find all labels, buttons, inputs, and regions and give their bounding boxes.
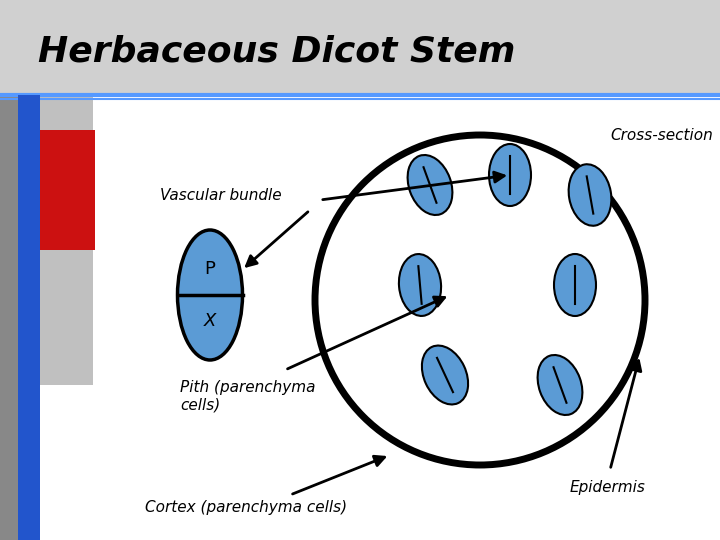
Bar xyxy=(18,95,93,385)
Bar xyxy=(0,0,720,95)
Ellipse shape xyxy=(399,254,441,316)
Bar xyxy=(40,130,95,250)
Text: Cross-section: Cross-section xyxy=(610,127,713,143)
Text: P: P xyxy=(204,260,215,278)
Text: Pith (parenchyma
cells): Pith (parenchyma cells) xyxy=(180,380,315,413)
Bar xyxy=(0,95,18,540)
Bar xyxy=(18,95,40,540)
Ellipse shape xyxy=(408,155,452,215)
Text: Cortex (parenchyma cells): Cortex (parenchyma cells) xyxy=(145,500,347,515)
Text: Vascular bundle: Vascular bundle xyxy=(160,187,282,202)
Ellipse shape xyxy=(569,164,611,226)
Text: Epidermis: Epidermis xyxy=(570,480,646,495)
Ellipse shape xyxy=(489,144,531,206)
Text: Herbaceous Dicot Stem: Herbaceous Dicot Stem xyxy=(38,35,516,69)
Ellipse shape xyxy=(554,254,596,316)
Text: X: X xyxy=(204,312,216,330)
Ellipse shape xyxy=(178,230,243,360)
Ellipse shape xyxy=(538,355,582,415)
Ellipse shape xyxy=(422,346,468,404)
